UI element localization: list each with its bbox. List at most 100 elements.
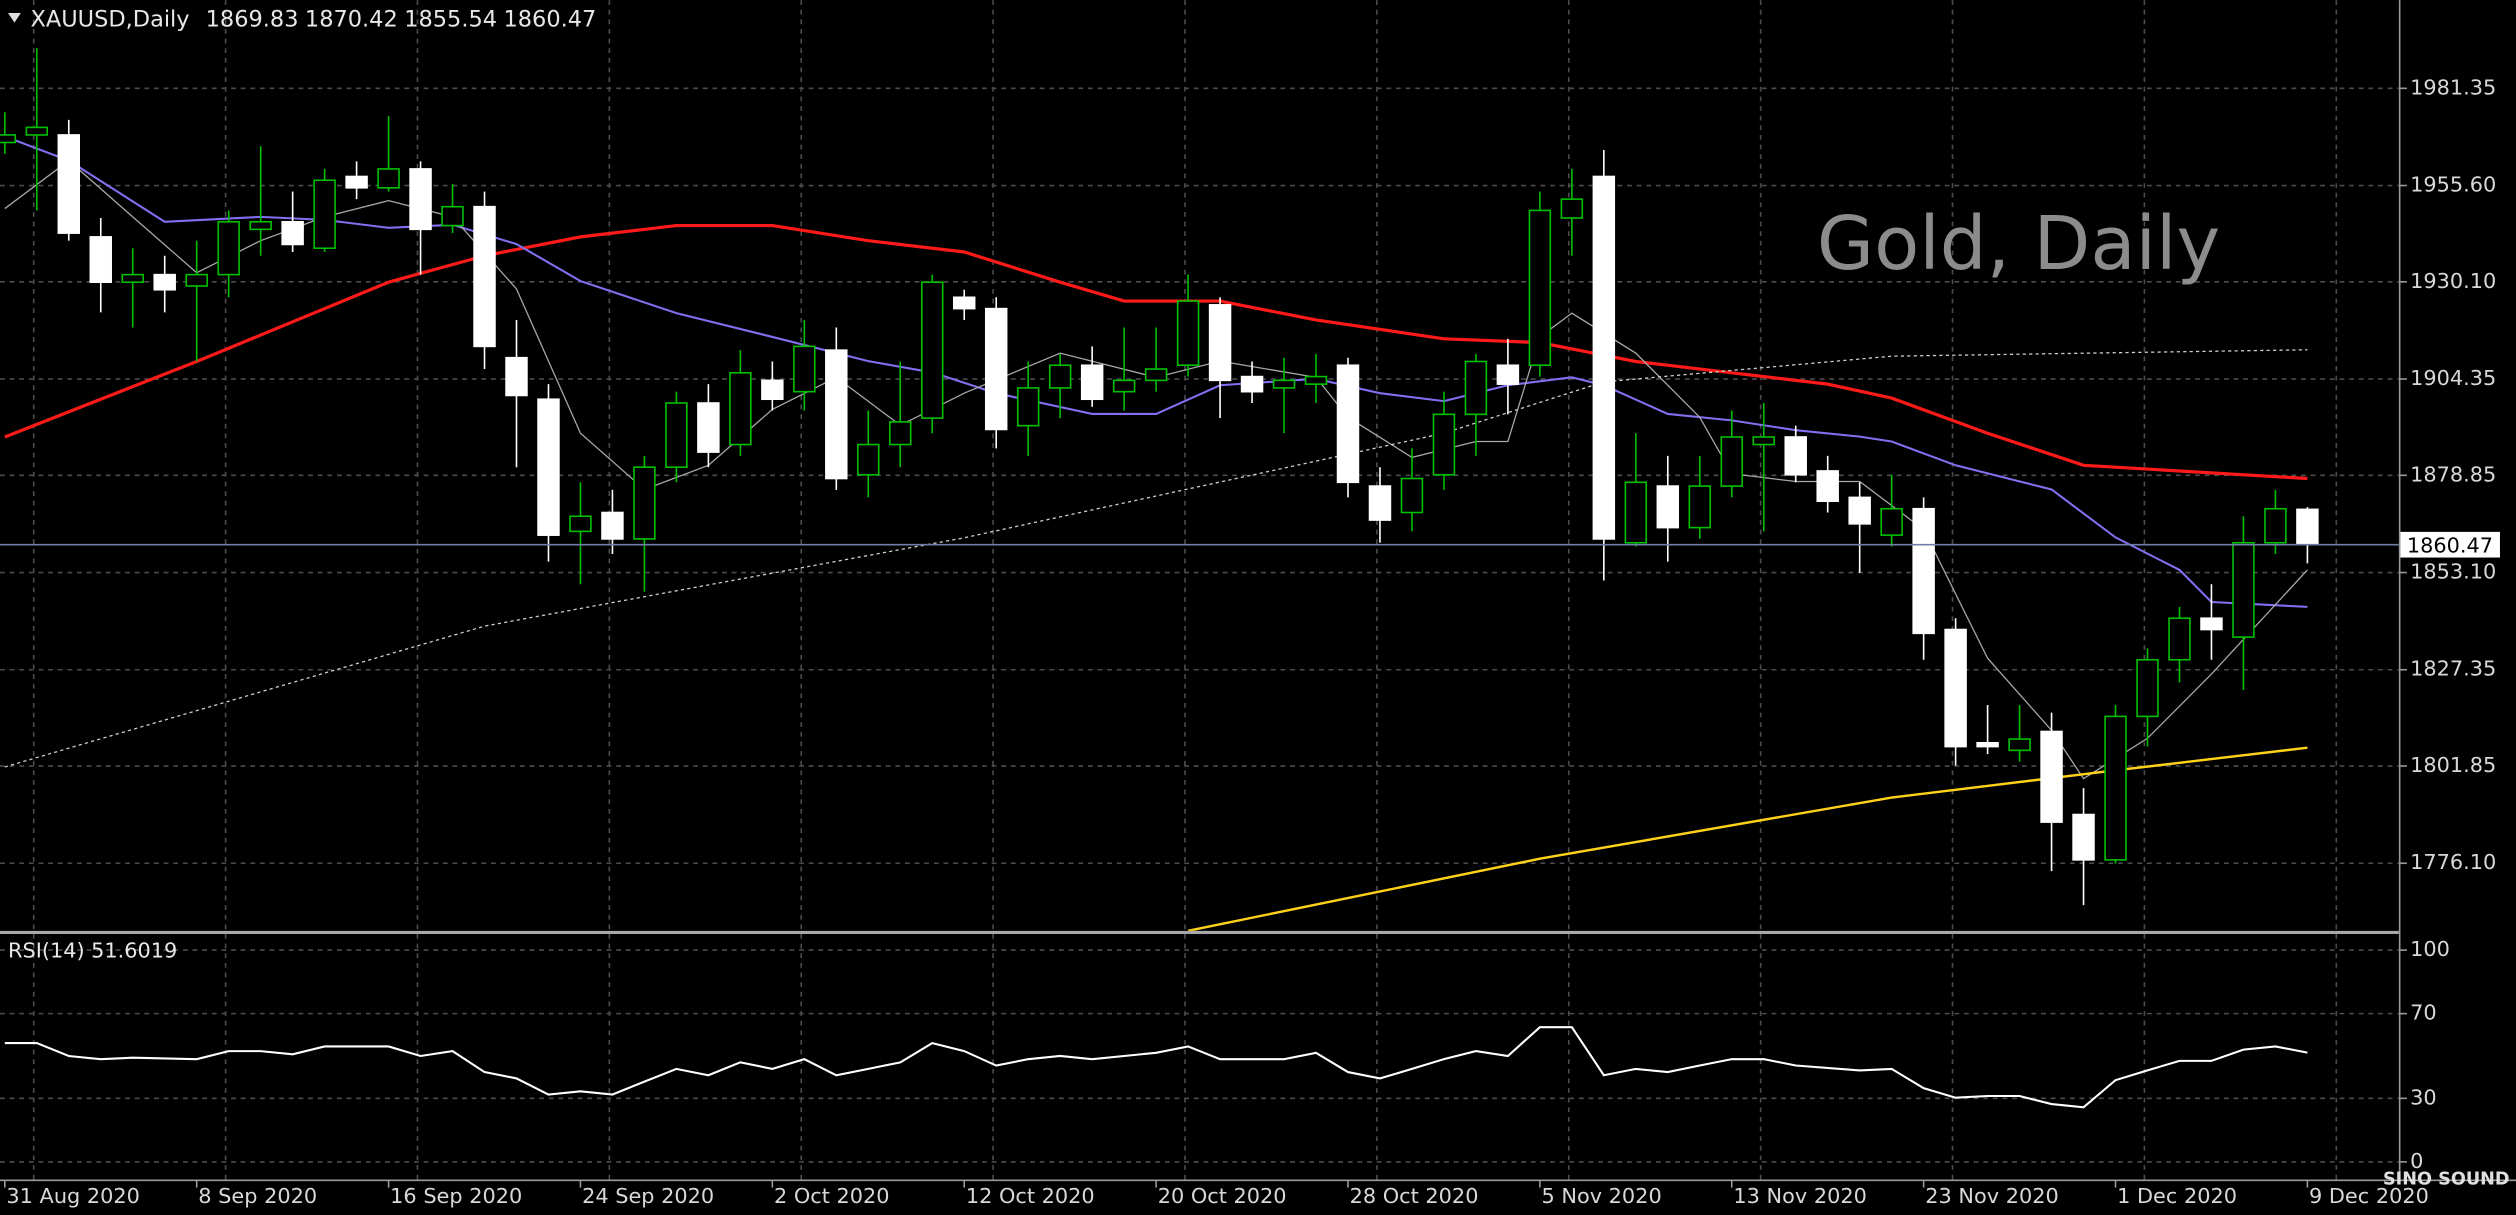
candle-body	[1784, 436, 1807, 476]
rsi-panel	[4, 1026, 2308, 1109]
header-low: 1855.54	[404, 6, 497, 32]
candle-body	[1464, 360, 1488, 416]
candle-body	[2296, 508, 2319, 546]
candle-body	[409, 168, 432, 231]
y-tick-label: 1776.10	[2410, 850, 2496, 874]
candle-body	[537, 398, 560, 536]
candle-body	[1816, 470, 1839, 502]
watermark: Gold, Daily	[1817, 201, 2220, 287]
candle-body	[57, 134, 81, 234]
labels: XAUUSD,Daily 1869.83 1870.42 1855.54 1860.47…	[8, 6, 2510, 1190]
candle-body	[1208, 304, 1232, 382]
candle-body	[1848, 496, 1871, 525]
candle-body	[2264, 507, 2287, 544]
candle-body	[633, 466, 656, 540]
candle-body	[921, 281, 944, 419]
candle-body	[153, 273, 176, 291]
price-panel	[0, 48, 2399, 931]
y-tick-label: 1955.60	[2410, 173, 2496, 197]
candle-body	[441, 205, 464, 227]
candle-body	[121, 273, 144, 283]
x-tick-label: 24 Sep 2020	[582, 1184, 714, 1208]
rsi-tick-label: 100	[2410, 937, 2450, 961]
x-tick-label: 16 Sep 2020	[390, 1184, 522, 1208]
candle-body	[1400, 477, 1424, 514]
rsi-tick-label: 70	[2410, 1001, 2437, 1025]
candle-body	[761, 379, 784, 401]
candle-body	[889, 421, 912, 446]
candle-body	[1304, 375, 1328, 385]
candle-body	[2008, 738, 2031, 752]
candle-body	[1432, 413, 1456, 476]
candle-body	[729, 372, 752, 446]
rsi-name: RSI(14)	[8, 939, 85, 963]
candle-body	[1112, 379, 1136, 393]
candle-body	[2040, 730, 2063, 823]
rsi-tick-label: 30	[2410, 1085, 2437, 1109]
candle-body	[857, 443, 880, 476]
candle-body	[1912, 507, 1935, 635]
candle-body	[281, 220, 304, 246]
x-tick-label: 2 Oct 2020	[774, 1184, 890, 1208]
candle-body	[665, 402, 688, 468]
candle-body	[1976, 742, 1999, 748]
candle-body	[1080, 364, 1104, 401]
current-price-label: 1860.47	[2407, 533, 2493, 557]
menu-arrow[interactable]	[8, 12, 21, 23]
symbol: XAUUSD,Daily	[30, 6, 189, 32]
candle-body	[505, 356, 528, 397]
candle-body	[1720, 436, 1743, 487]
candle-body	[185, 273, 208, 287]
candle-body	[2104, 715, 2127, 861]
candle-body	[1880, 507, 1903, 536]
y-tick-label: 1904.35	[2410, 366, 2496, 390]
candle-body	[1368, 485, 1392, 521]
candle-body	[473, 205, 496, 348]
rsi-tick-label: 0	[2410, 1149, 2423, 1173]
branding: SINO SOUND	[2383, 1170, 2510, 1190]
chart-header: XAUUSD,Daily 1869.83 1870.42 1855.54 1860.47	[30, 6, 596, 32]
candle-body	[1144, 368, 1168, 382]
indicator-line	[1187, 746, 2308, 931]
rsi-header: RSI(14) 51.6019	[8, 939, 177, 963]
candle-body	[825, 349, 848, 480]
candle-body	[697, 402, 720, 453]
candle-body	[952, 296, 976, 310]
candle-body	[1688, 485, 1712, 529]
current-price-box	[2400, 531, 2500, 558]
candle-body	[1528, 209, 1552, 367]
y-tick-label: 1930.10	[2410, 269, 2496, 293]
candle-body	[345, 175, 368, 189]
x-tick-label: 12 Oct 2020	[966, 1184, 1095, 1208]
x-tick-label: 31 Aug 2020	[6, 1184, 140, 1208]
y-tick-label: 1878.85	[2410, 462, 2496, 486]
header-open: 1869.83	[206, 6, 299, 32]
candle-body	[2200, 617, 2223, 631]
candle-body	[2136, 658, 2159, 718]
candle-body	[217, 220, 240, 276]
x-tick-label: 23 Nov 2020	[1925, 1184, 2058, 1208]
rsi-value: 51.6019	[91, 939, 177, 963]
x-tick-label: 8 Sep 2020	[198, 1184, 317, 1208]
candle-body	[377, 168, 400, 189]
rsi-line	[4, 1026, 2308, 1109]
candle-body	[1560, 198, 1584, 219]
header-close: 1860.47	[503, 6, 596, 32]
y-tick-label: 1981.35	[2410, 75, 2496, 99]
candle-body	[1240, 375, 1264, 393]
y-tick-label: 1853.10	[2410, 560, 2496, 584]
candle-body	[2232, 541, 2255, 638]
candle-body	[1944, 628, 1967, 748]
x-tick-label: 5 Nov 2020	[1541, 1184, 1661, 1208]
candle-body	[1272, 379, 1296, 389]
candle-body	[793, 345, 816, 393]
candle-body	[1048, 364, 1072, 389]
candle-body	[1176, 300, 1200, 367]
candle-body	[1336, 364, 1360, 484]
y-tick-label: 1801.85	[2410, 753, 2496, 777]
candle-body	[1752, 436, 1775, 446]
header-high: 1870.42	[305, 6, 398, 32]
x-tick-label: 1 Dec 2020	[2117, 1184, 2237, 1208]
